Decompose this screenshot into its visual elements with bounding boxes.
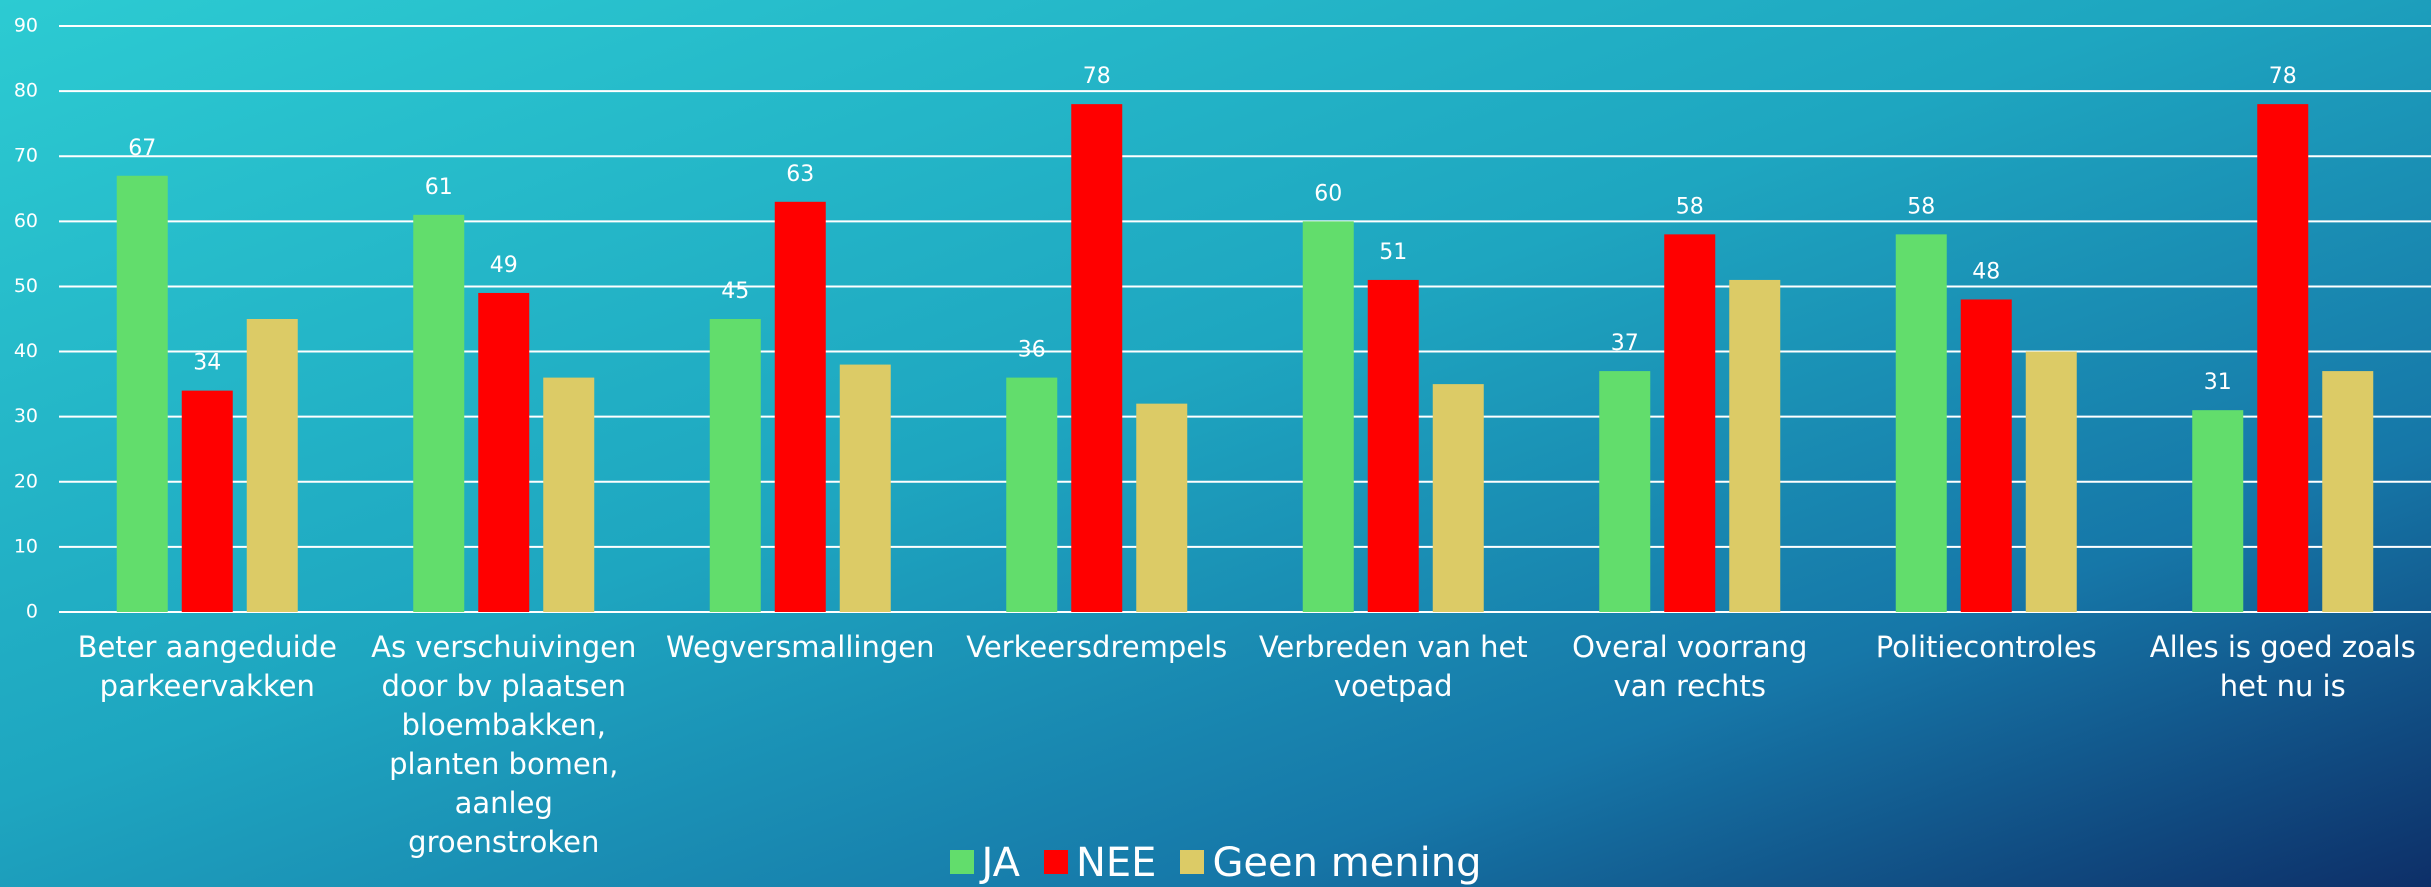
y-tick-label: 60 [14,210,38,232]
y-tick-label: 40 [14,340,38,362]
legend-label: Geen mening [1212,840,1482,886]
y-tick-label: 70 [14,145,38,167]
data-label: 58 [1676,194,1704,219]
bar [839,364,891,612]
bar [1960,299,2012,612]
data-label: 58 [1907,194,1935,219]
bar [181,390,233,612]
data-label: 63 [786,162,814,187]
bar [1729,279,1781,612]
bar [1664,234,1716,612]
x-tick-label: Politiecontroles [1875,630,2097,664]
bar [1006,377,1058,612]
bar [1136,403,1188,612]
y-tick-label: 20 [14,470,38,492]
data-label: 45 [721,279,749,304]
data-label: 49 [490,253,518,278]
x-tick-label: Verbreden van het voetpad [1258,630,1528,703]
data-label: 61 [425,175,453,200]
data-label: 37 [1611,331,1639,356]
data-label: 36 [1018,338,1046,363]
bar [2192,410,2244,612]
y-tick-label: 80 [14,80,38,102]
bar [774,201,826,613]
data-label: 78 [1083,64,1111,89]
x-tick-label: Verkeersdrempels [966,630,1228,664]
bar [116,175,168,612]
bar [478,292,530,612]
y-tick-label: 30 [14,405,38,427]
bar [1367,279,1419,612]
y-tick-label: 50 [14,275,38,297]
legend-swatch [1043,850,1068,874]
y-tick-label: 90 [14,15,38,37]
bar [246,319,298,612]
bar [1895,234,1947,612]
bar [413,214,465,613]
bar [1302,221,1354,613]
legend-item: Geen mening [1180,840,1482,886]
bar [2257,104,2309,612]
y-tick-label: 10 [14,535,38,557]
x-tick-label: Wegversmallingen [666,630,935,664]
data-label: 34 [193,351,221,376]
legend: JA NEE Geen mening [0,840,2431,886]
bar [709,319,761,612]
x-tick-label: As verschuivingen door bv plaatsen bloem… [371,630,637,859]
bar [1432,384,1484,612]
legend-label: JA [981,840,1020,886]
x-tick-label: Beter aangeduide parkeervakken [77,630,337,703]
data-label: 31 [2204,370,2232,395]
legend-item: JA [949,840,1020,886]
x-tick-label: Alles is goed zoals het nu is [2149,630,2416,703]
bar [543,377,595,612]
x-tick-label: Overal voorrang van rechts [1572,630,1808,703]
bar [1599,371,1651,612]
legend-item: NEE [1043,840,1157,886]
data-label: 67 [128,136,156,161]
legend-label: NEE [1075,840,1157,886]
data-label: 60 [1314,181,1342,206]
bar [1071,104,1123,612]
legend-swatch [949,850,974,874]
y-tick-label: 0 [26,601,38,623]
bar [2322,371,2374,612]
legend-swatch [1180,850,1205,874]
bar [2025,351,2077,612]
data-label: 78 [2269,64,2297,89]
data-label: 48 [1972,259,2000,284]
data-label: 51 [1379,240,1407,265]
